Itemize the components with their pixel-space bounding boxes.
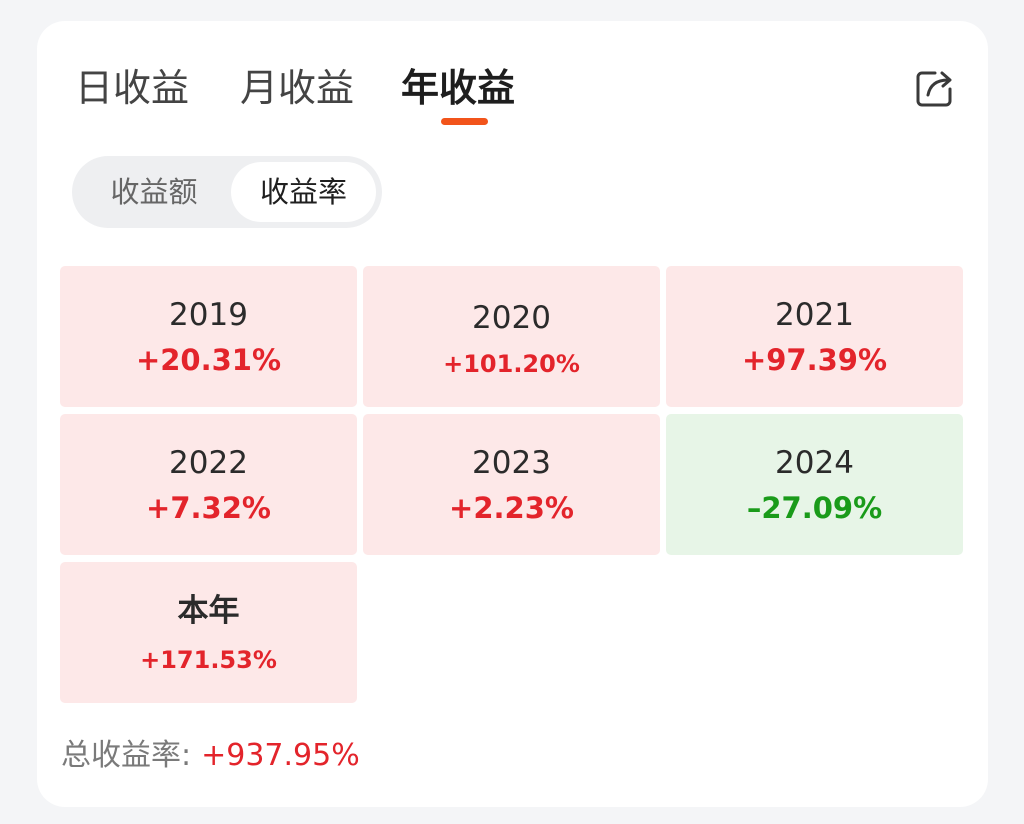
year-label: 2024	[775, 445, 854, 481]
year-cell-current-year[interactable]: 本年 +171.53%	[60, 562, 357, 703]
tab-yearly-returns[interactable]: 年收益	[401, 66, 516, 110]
return-value: +171.53%	[140, 646, 277, 674]
share-icon	[916, 71, 952, 107]
year-cell-2021[interactable]: 2021 +97.39%	[666, 266, 963, 407]
share-button[interactable]	[913, 68, 955, 110]
tab-monthly-returns[interactable]: 月收益	[240, 66, 355, 110]
segment-return-rate[interactable]: 收益率	[231, 162, 376, 222]
segment-return-amount[interactable]: 收益额	[110, 175, 198, 209]
total-return-label: 总收益率:	[61, 738, 192, 773]
year-label: 本年	[177, 593, 240, 629]
return-value: –27.09%	[746, 491, 883, 525]
metric-segmented-control: 收益额 收益率	[72, 156, 382, 228]
year-label: 2022	[169, 445, 248, 481]
year-cell-2022[interactable]: 2022 +7.32%	[60, 414, 357, 555]
yearly-returns-card: 日收益 月收益 年收益 收益额 收益率 2019 +20.31% 2020 +1…	[37, 21, 988, 807]
tab-daily-returns[interactable]: 日收益	[75, 66, 190, 110]
year-label: 2020	[472, 300, 551, 336]
year-cell-2024[interactable]: 2024 –27.09%	[666, 414, 963, 555]
total-return-rate: 总收益率: +937.95%	[61, 734, 360, 778]
total-return-value: +937.95%	[201, 738, 360, 773]
year-cell-2020[interactable]: 2020 +101.20%	[363, 266, 660, 407]
year-cell-2019[interactable]: 2019 +20.31%	[60, 266, 357, 407]
year-label: 2023	[472, 445, 551, 481]
tab-bar: 日收益 月收益 年收益	[37, 21, 988, 151]
year-label: 2019	[169, 297, 248, 333]
return-value: +101.20%	[443, 350, 580, 378]
return-value: +7.32%	[146, 491, 271, 525]
return-value: +2.23%	[449, 491, 574, 525]
return-value: +97.39%	[741, 343, 888, 377]
active-tab-indicator	[441, 118, 488, 125]
year-cell-2023[interactable]: 2023 +2.23%	[363, 414, 660, 555]
year-label: 2021	[775, 297, 854, 333]
return-value: +20.31%	[135, 343, 282, 377]
